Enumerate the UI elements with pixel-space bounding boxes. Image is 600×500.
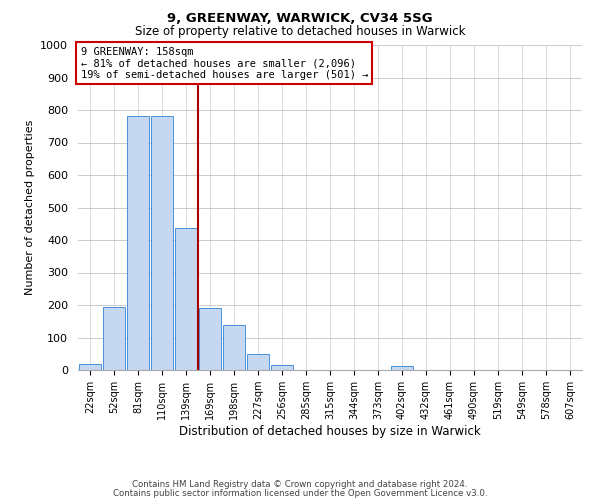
- Bar: [391, 366, 413, 370]
- Bar: [103, 306, 125, 370]
- Bar: [271, 365, 293, 370]
- Text: Contains HM Land Registry data © Crown copyright and database right 2024.: Contains HM Land Registry data © Crown c…: [132, 480, 468, 489]
- Bar: [247, 354, 269, 370]
- Bar: [199, 308, 221, 370]
- X-axis label: Distribution of detached houses by size in Warwick: Distribution of detached houses by size …: [179, 425, 481, 438]
- Bar: [127, 116, 149, 370]
- Bar: [79, 364, 101, 370]
- Bar: [223, 324, 245, 370]
- Y-axis label: Number of detached properties: Number of detached properties: [25, 120, 35, 295]
- Text: Contains public sector information licensed under the Open Government Licence v3: Contains public sector information licen…: [113, 490, 487, 498]
- Bar: [175, 228, 197, 370]
- Bar: [151, 116, 173, 370]
- Text: 9 GREENWAY: 158sqm
← 81% of detached houses are smaller (2,096)
19% of semi-deta: 9 GREENWAY: 158sqm ← 81% of detached hou…: [80, 46, 368, 80]
- Text: 9, GREENWAY, WARWICK, CV34 5SG: 9, GREENWAY, WARWICK, CV34 5SG: [167, 12, 433, 26]
- Text: Size of property relative to detached houses in Warwick: Size of property relative to detached ho…: [135, 24, 465, 38]
